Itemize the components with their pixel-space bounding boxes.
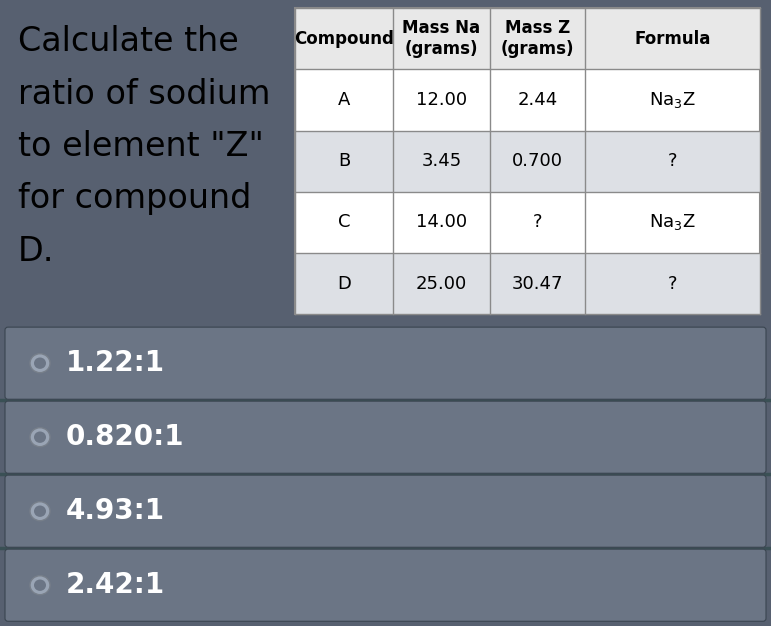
Text: 4.93:1: 4.93:1 [66,497,165,525]
Text: Calculate the: Calculate the [18,25,239,58]
FancyBboxPatch shape [5,401,766,473]
Circle shape [30,501,50,521]
Text: Mass Z
(grams): Mass Z (grams) [500,19,574,58]
Text: 1.22:1: 1.22:1 [66,349,165,377]
Text: 0.820:1: 0.820:1 [66,423,184,451]
Bar [295,253,760,314]
Circle shape [34,580,46,591]
Text: 12.00: 12.00 [416,91,467,109]
Text: ?: ? [668,152,677,170]
Text: 30.47: 30.47 [512,275,564,293]
Circle shape [30,354,50,372]
Text: Mass Na
(grams): Mass Na (grams) [402,19,480,58]
Bar [295,8,760,69]
Text: C: C [338,213,350,232]
Text: Na$_3$Z: Na$_3$Z [649,212,696,232]
Circle shape [34,506,46,517]
Text: A: A [338,91,350,109]
Text: D: D [337,275,351,293]
Circle shape [34,357,46,369]
Text: 0.700: 0.700 [512,152,563,170]
Circle shape [30,428,50,447]
Text: ?: ? [533,213,542,232]
Text: 2.44: 2.44 [517,91,557,109]
FancyBboxPatch shape [5,549,766,621]
Text: B: B [338,152,350,170]
Text: 25.00: 25.00 [416,275,467,293]
Text: Formula: Formula [635,29,711,48]
Text: Compound: Compound [294,29,394,48]
Bar [295,131,760,192]
Text: ?: ? [668,275,677,293]
FancyBboxPatch shape [5,327,766,399]
Text: to element "Z": to element "Z" [18,130,264,163]
Text: 14.00: 14.00 [416,213,467,232]
Text: D.: D. [18,235,55,268]
Text: ratio of sodium: ratio of sodium [18,78,271,111]
Text: for compound: for compound [18,182,251,215]
FancyBboxPatch shape [5,475,766,547]
Circle shape [30,576,50,595]
Text: 3.45: 3.45 [422,152,462,170]
Circle shape [34,431,46,443]
Text: 2.42:1: 2.42:1 [66,571,165,599]
Bar [295,8,760,314]
Text: Na$_3$Z: Na$_3$Z [649,90,696,110]
